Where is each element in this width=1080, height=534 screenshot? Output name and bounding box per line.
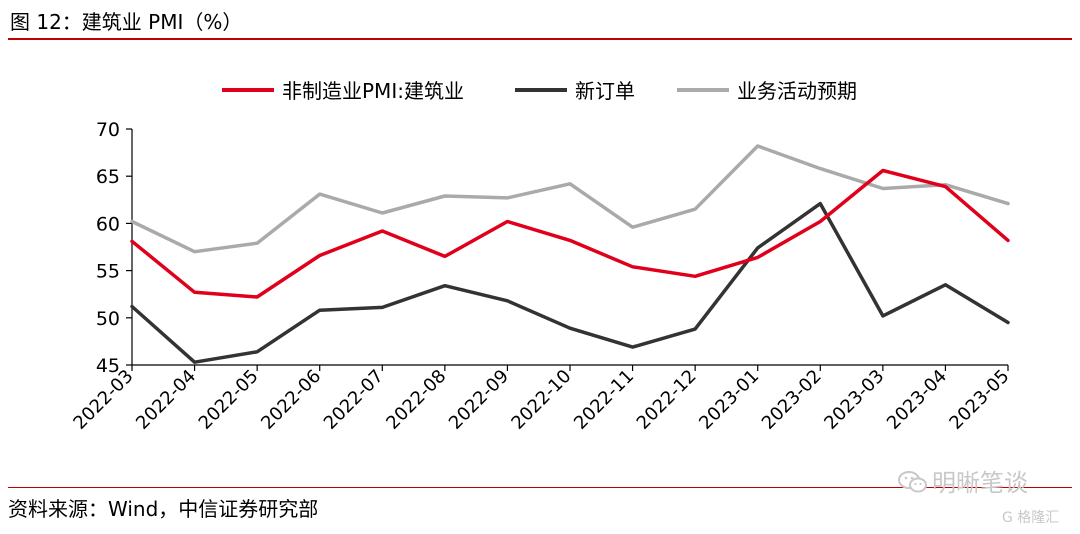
- legend: 非制造业PMI:建筑业 新订单 业务活动预期: [222, 79, 857, 103]
- series-line: [130, 144, 1010, 254]
- x-tick-label: 2022-06: [257, 366, 325, 434]
- series-line: [130, 201, 1010, 364]
- x-tick-label: 2022-08: [382, 366, 450, 434]
- source-note: 资料来源：Wind，中信证券研究部: [8, 497, 319, 521]
- x-tick-label: 2022-12: [633, 366, 701, 434]
- x-tick-label: 2023-03: [820, 366, 888, 434]
- y-axis: 45 50 55 60 65 70: [96, 119, 133, 377]
- watermark-text: 明晰笔谈: [932, 469, 1028, 497]
- y-tick-label: 55: [96, 261, 120, 283]
- x-tick-label: 2022-07: [320, 366, 388, 434]
- x-tick-label: 2022-05: [195, 366, 263, 434]
- wechat-icon: [898, 471, 927, 493]
- y-tick-label: 50: [96, 308, 120, 330]
- legend-label: 新订单: [575, 79, 635, 103]
- x-tick-label: 2022-11: [570, 366, 638, 434]
- legend-label: 业务活动预期: [737, 79, 857, 103]
- y-tick-label: 45: [96, 355, 120, 377]
- legend-label: 非制造业PMI:建筑业: [282, 79, 464, 103]
- series-lines: [130, 144, 1010, 364]
- y-tick-label: 65: [96, 166, 120, 188]
- x-tick-label: 2022-04: [132, 366, 200, 434]
- x-tick-label: 2023-01: [695, 366, 763, 434]
- series-line: [130, 168, 1010, 299]
- y-tick-label: 70: [96, 119, 120, 141]
- figure-title: 图 12：建筑业 PMI（%）: [10, 10, 243, 34]
- x-axis: 2022-032022-042022-052022-062022-072022-…: [69, 364, 1014, 434]
- y-tick-label: 60: [96, 213, 120, 235]
- watermark: 明晰笔谈: [898, 468, 1028, 498]
- x-tick-label: 2023-05: [945, 366, 1013, 434]
- x-tick-label: 2023-02: [758, 366, 826, 434]
- x-tick-label: 2022-09: [445, 366, 513, 434]
- header-divider: [8, 38, 1072, 40]
- x-tick-label: 2022-10: [507, 366, 575, 434]
- watermark-badge: G 格隆汇: [1002, 510, 1060, 526]
- x-tick-label: 2023-04: [883, 366, 951, 434]
- footer-divider: [8, 487, 1072, 488]
